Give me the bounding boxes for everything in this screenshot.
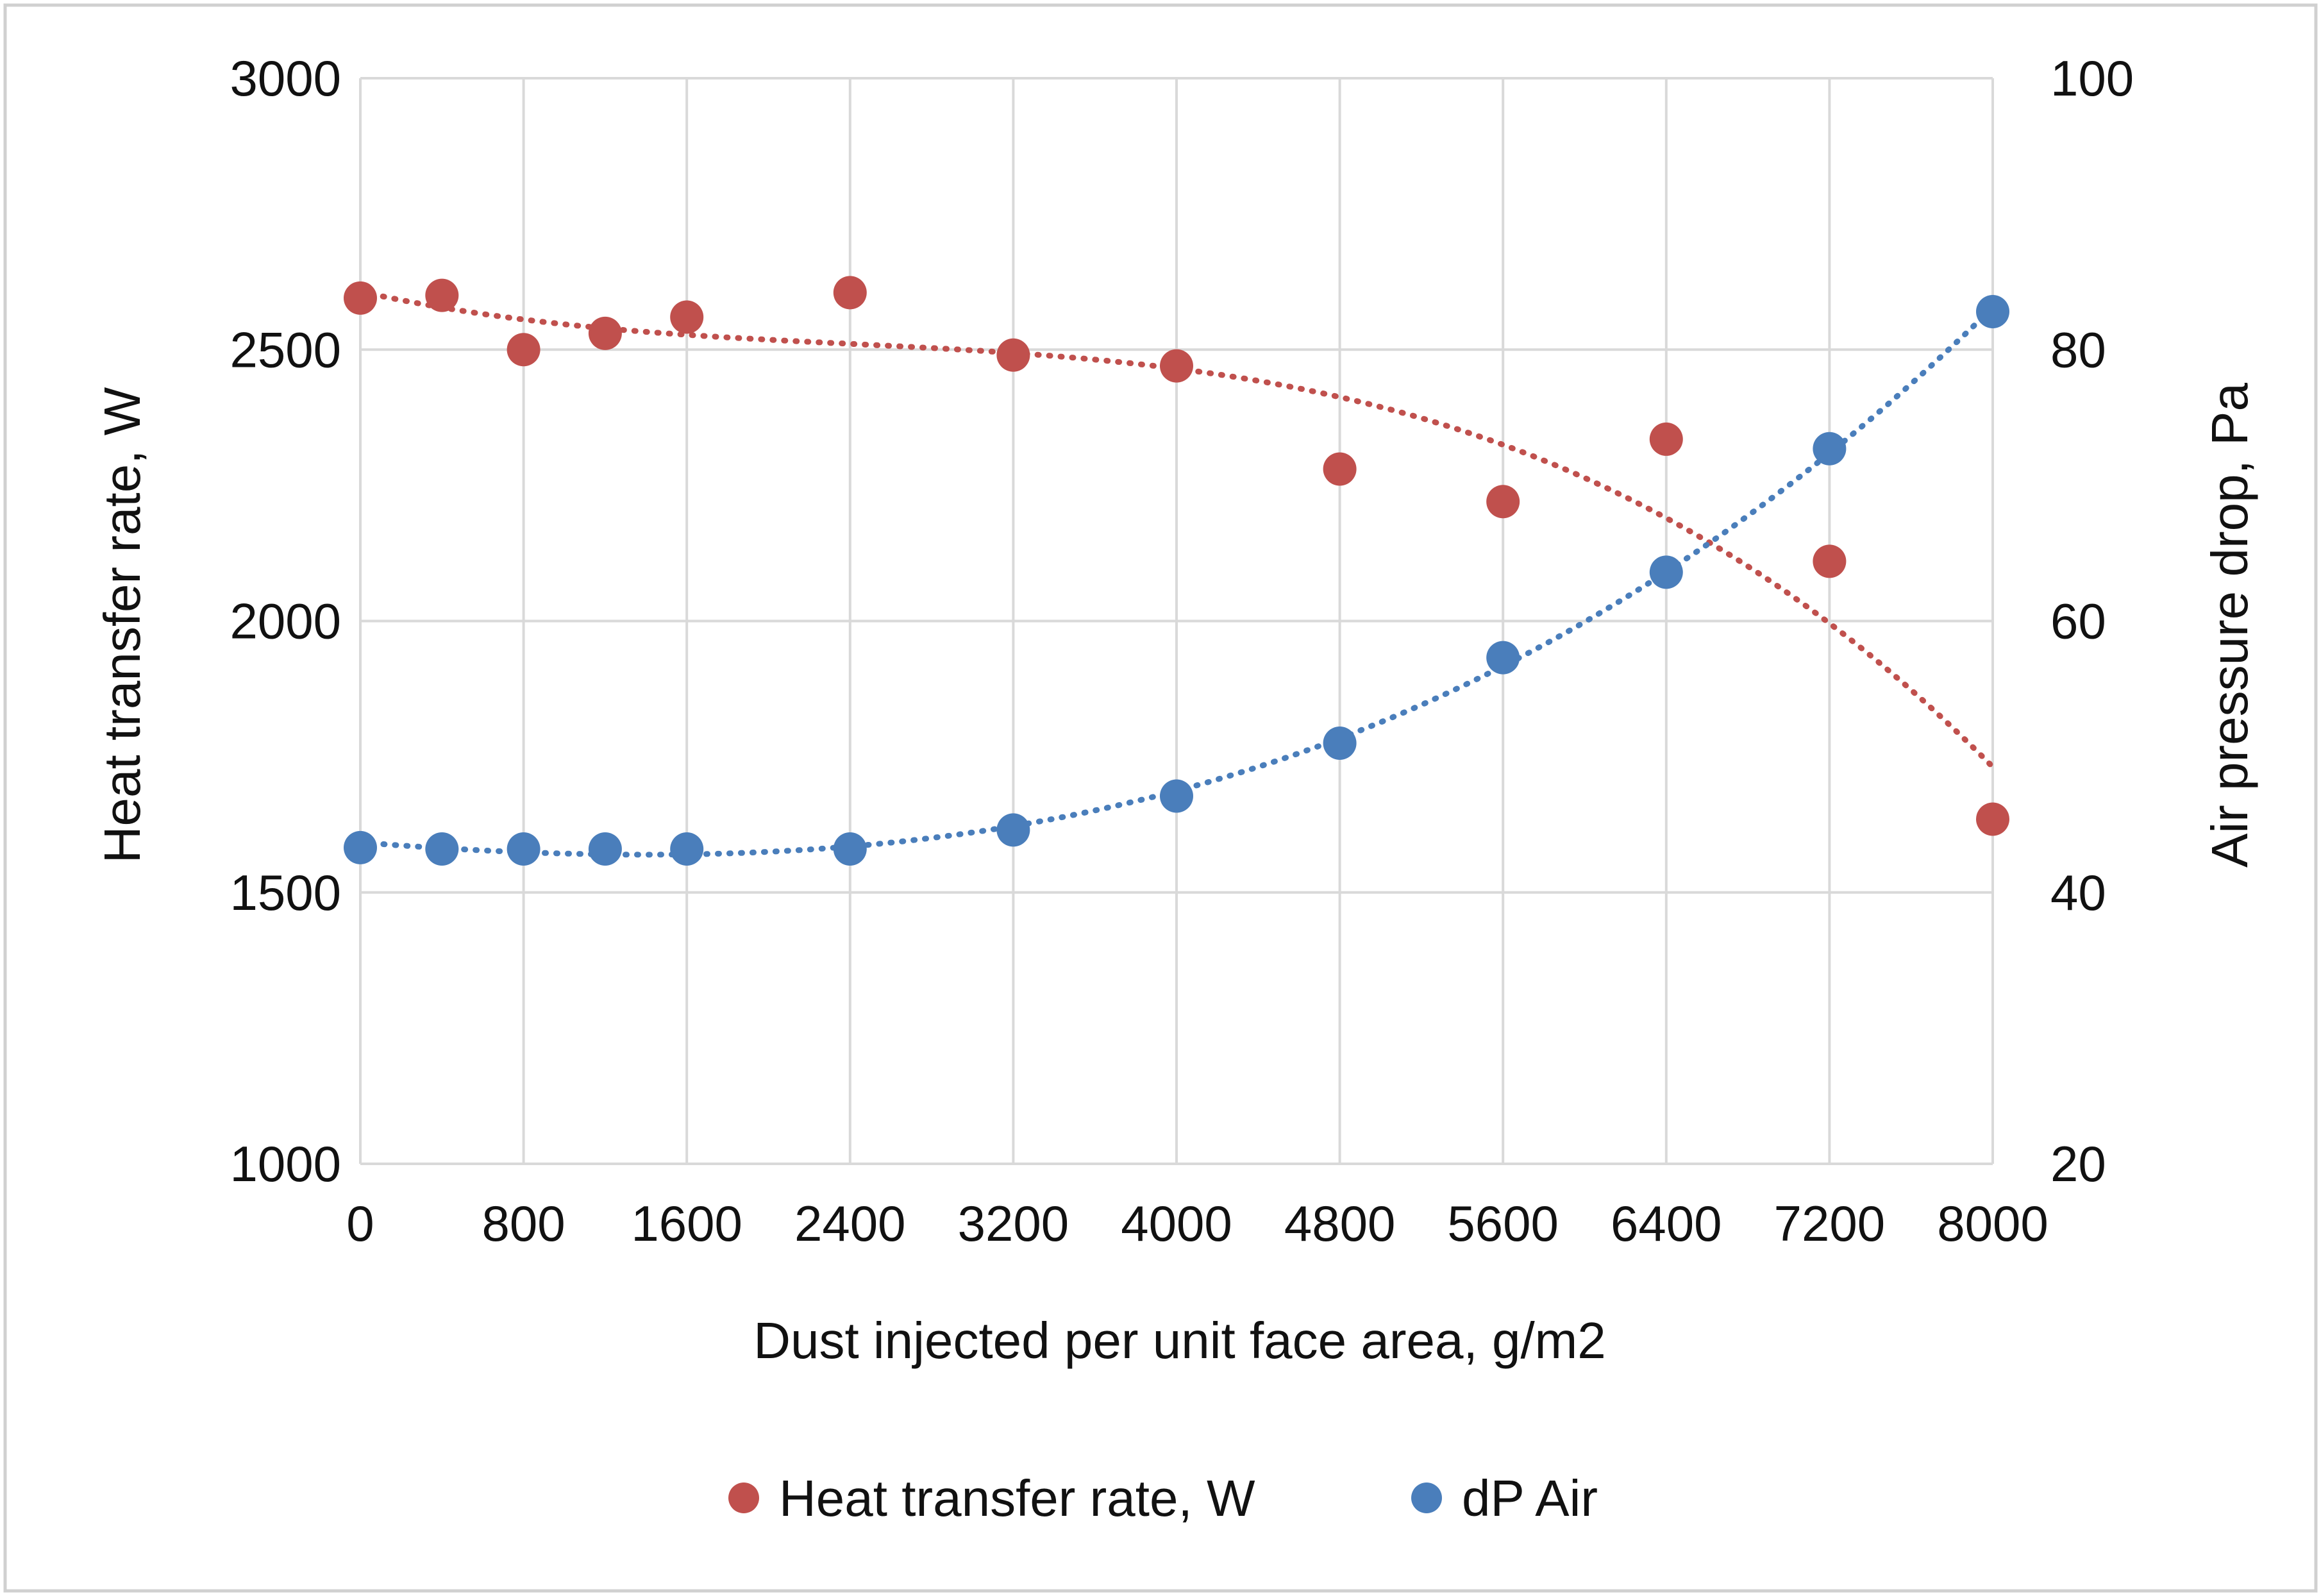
x-tick-label: 800 bbox=[482, 1195, 566, 1252]
point-heat-transfer bbox=[588, 316, 622, 350]
point-heat-transfer bbox=[1813, 544, 1847, 578]
x-tick-label: 2400 bbox=[794, 1195, 906, 1252]
point-dp-air bbox=[996, 813, 1030, 847]
point-dp-air bbox=[670, 832, 704, 866]
y-tick-label: 1500 bbox=[230, 864, 341, 921]
point-heat-transfer bbox=[425, 278, 459, 312]
x-tick-label: 5600 bbox=[1447, 1195, 1559, 1252]
x-axis-title: Dust injected per unit face area, g/m2 bbox=[753, 1312, 1606, 1369]
point-heat-transfer bbox=[670, 300, 704, 334]
point-heat-transfer bbox=[833, 276, 867, 310]
y-tick-label: 1000 bbox=[230, 1136, 341, 1192]
x-tick-label: 1600 bbox=[631, 1195, 742, 1252]
x-tick-label: 8000 bbox=[1937, 1195, 2049, 1252]
point-heat-transfer bbox=[1976, 802, 2009, 836]
legend-marker-heat-transfer bbox=[728, 1483, 759, 1513]
point-dp-air bbox=[1160, 779, 1193, 813]
point-dp-air bbox=[1813, 432, 1847, 466]
point-dp-air bbox=[344, 830, 377, 864]
legend-label-heat-transfer: Heat transfer rate, W bbox=[779, 1470, 1255, 1527]
point-dp-air bbox=[1649, 555, 1683, 589]
y2-axis-title: Air pressure drop, Pa bbox=[2201, 383, 2258, 868]
point-dp-air bbox=[1323, 726, 1357, 760]
y-tick-label: 3000 bbox=[230, 50, 341, 106]
y2-tick-label: 100 bbox=[2050, 50, 2134, 106]
y2-tick-label: 60 bbox=[2050, 593, 2106, 650]
legend: Heat transfer rate, W dP Air bbox=[728, 1470, 1598, 1527]
point-dp-air bbox=[1486, 641, 1520, 675]
point-dp-air bbox=[425, 832, 459, 866]
grid-layer bbox=[359, 77, 1994, 1165]
y2-tick-label: 40 bbox=[2050, 864, 2106, 921]
y2-tick-label: 80 bbox=[2050, 321, 2106, 378]
point-heat-transfer bbox=[1323, 452, 1357, 486]
tick-label-layer: 0 800 1600 2400 3200 4000 4800 5600 6400 7200 8000… bbox=[230, 50, 2134, 1252]
point-dp-air bbox=[507, 832, 540, 866]
point-layer bbox=[344, 276, 2009, 866]
point-heat-transfer bbox=[1486, 485, 1520, 519]
legend-marker-dp-air bbox=[1411, 1483, 1442, 1513]
x-tick-label: 7200 bbox=[1774, 1195, 1886, 1252]
point-heat-transfer bbox=[1160, 349, 1193, 383]
x-tick-label: 4800 bbox=[1284, 1195, 1396, 1252]
point-heat-transfer bbox=[1649, 422, 1683, 456]
legend-label-dp-air: dP Air bbox=[1462, 1470, 1598, 1527]
point-dp-air bbox=[588, 832, 622, 866]
point-heat-transfer bbox=[996, 338, 1030, 372]
point-dp-air bbox=[833, 832, 867, 866]
x-tick-label: 6400 bbox=[1611, 1195, 1722, 1252]
y-axis-title: Heat transfer rate, W bbox=[94, 387, 151, 863]
point-heat-transfer bbox=[344, 281, 377, 315]
x-tick-label: 0 bbox=[346, 1195, 374, 1252]
x-tick-label: 3200 bbox=[958, 1195, 1069, 1252]
point-heat-transfer bbox=[507, 333, 540, 367]
point-dp-air bbox=[1976, 294, 2009, 328]
y-tick-label: 2000 bbox=[230, 593, 341, 650]
y-tick-label: 2500 bbox=[230, 321, 341, 378]
y2-tick-label: 20 bbox=[2050, 1136, 2106, 1192]
x-tick-label: 4000 bbox=[1121, 1195, 1232, 1252]
